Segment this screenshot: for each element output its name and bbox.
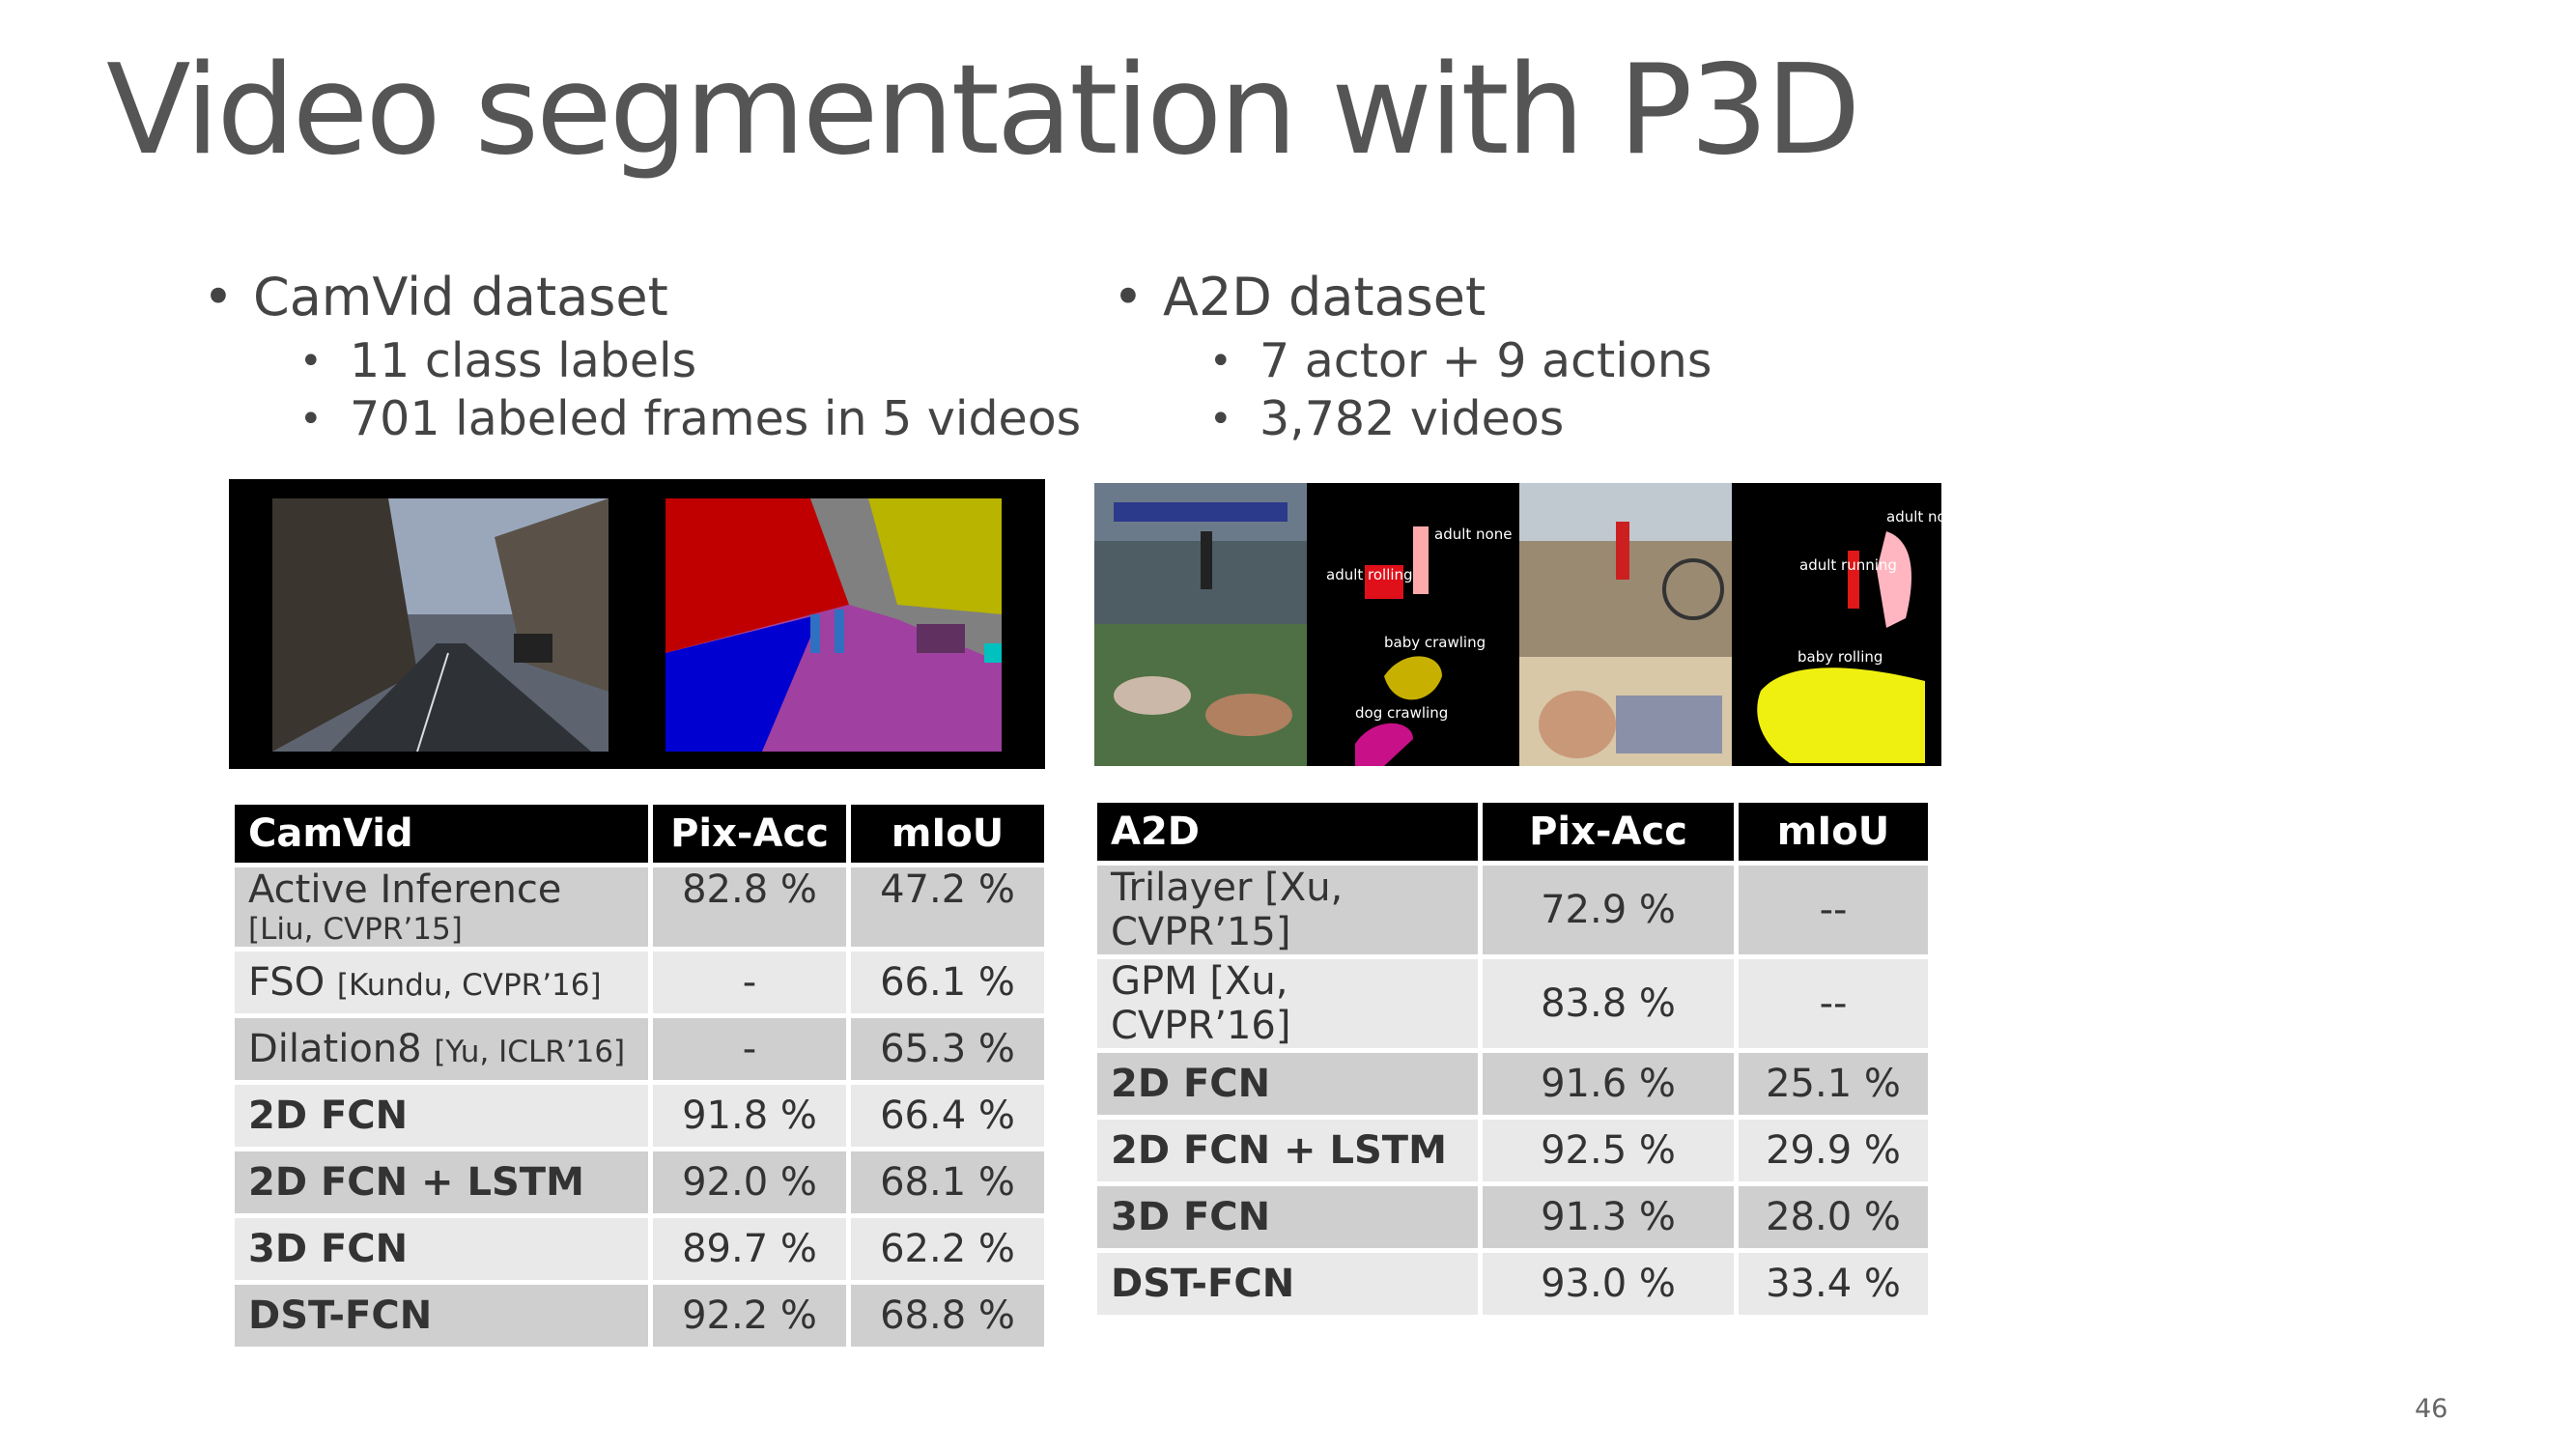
table-row: GPM [Xu, CVPR’16] 83.8 % -- bbox=[1097, 959, 1928, 1048]
pix-acc-cell: 91.6 % bbox=[1483, 1053, 1734, 1115]
a2d-bullet: 3,782 videos bbox=[1113, 390, 1712, 448]
table-row: Dilation8 [Yu, ICLR’16] - 65.3 % bbox=[235, 1018, 1044, 1080]
segmentation-map bbox=[665, 498, 1002, 752]
a2d-heading: A2D dataset bbox=[1113, 263, 1712, 332]
pix-acc-cell: - bbox=[653, 1018, 846, 1080]
pix-acc-cell: 93.0 % bbox=[1483, 1253, 1734, 1315]
table-row: Trilayer [Xu, CVPR’15] 72.9 % -- bbox=[1097, 866, 1928, 954]
camvid-results-table: CamVid Pix-Acc mIoU Active Inference [Li… bbox=[230, 800, 1049, 1351]
slide-title: Video segmentation with P3D bbox=[106, 39, 1860, 183]
method-name: Dilation8 bbox=[248, 1027, 422, 1071]
table-row: 2D FCN + LSTM 92.0 % 68.1 % bbox=[235, 1151, 1044, 1213]
miou-cell: -- bbox=[1739, 866, 1928, 954]
a2d-results-table: A2D Pix-Acc mIoU Trilayer [Xu, CVPR’15] … bbox=[1092, 798, 1933, 1320]
miou-cell: 25.1 % bbox=[1739, 1053, 1928, 1115]
method-cell: Dilation8 [Yu, ICLR’16] bbox=[235, 1018, 648, 1080]
method-name: 2D FCN bbox=[235, 1085, 648, 1147]
method-cell: Active Inference [Liu, CVPR’15] bbox=[235, 867, 648, 947]
table-header: A2D bbox=[1097, 803, 1478, 861]
miou-cell: 68.8 % bbox=[851, 1285, 1044, 1347]
pix-acc-cell: 92.2 % bbox=[653, 1285, 846, 1347]
pix-acc-cell: 82.8 % bbox=[653, 867, 846, 947]
table-row: 3D FCN 91.3 % 28.0 % bbox=[1097, 1186, 1928, 1248]
camvid-bullet: 701 labeled frames in 5 videos bbox=[203, 390, 1081, 448]
mask-label: adult none bbox=[1434, 526, 1512, 543]
mask-label: baby rolling bbox=[1798, 648, 1882, 666]
method-name: FSO bbox=[248, 960, 326, 1005]
miou-cell: 66.1 % bbox=[851, 952, 1044, 1013]
method-name: GPM [Xu, CVPR’16] bbox=[1097, 959, 1478, 1048]
mask-panel-1: adult none adult rolling baby crawling d… bbox=[1307, 483, 1519, 766]
miou-cell: 29.9 % bbox=[1739, 1120, 1928, 1181]
pix-acc-cell: 72.9 % bbox=[1483, 866, 1734, 954]
miou-cell: 65.3 % bbox=[851, 1018, 1044, 1080]
table-row: DST-FCN 92.2 % 68.8 % bbox=[235, 1285, 1044, 1347]
mask-label: adult none bbox=[1886, 508, 1941, 526]
mask-panel-2: adult none adult running baby rolling bbox=[1732, 483, 1941, 766]
miou-cell: 66.4 % bbox=[851, 1085, 1044, 1147]
method-citation: [Liu, CVPR’15] bbox=[248, 912, 463, 947]
page-number: 46 bbox=[2415, 1394, 2449, 1424]
camvid-heading: CamVid dataset bbox=[203, 263, 1081, 332]
miou-cell: 62.2 % bbox=[851, 1218, 1044, 1280]
miou-cell: 28.0 % bbox=[1739, 1186, 1928, 1248]
table-row: 2D FCN + LSTM 92.5 % 29.9 % bbox=[1097, 1120, 1928, 1181]
method-name: Trilayer [Xu, CVPR’15] bbox=[1097, 866, 1478, 954]
table-header: Pix-Acc bbox=[653, 805, 846, 863]
method-name: 2D FCN + LSTM bbox=[235, 1151, 648, 1213]
miou-cell: -- bbox=[1739, 959, 1928, 1048]
method-name: DST-FCN bbox=[1097, 1253, 1478, 1315]
gym-photo bbox=[1094, 483, 1307, 624]
miou-cell: 33.4 % bbox=[1739, 1253, 1928, 1315]
pix-acc-cell: 83.8 % bbox=[1483, 959, 1734, 1048]
table-header: mIoU bbox=[1739, 803, 1928, 861]
runner-photo bbox=[1519, 483, 1732, 657]
street-photo bbox=[272, 498, 609, 753]
a2d-bullets: A2D dataset 7 actor + 9 actions 3,782 vi… bbox=[1113, 263, 1712, 448]
table-row: Active Inference [Liu, CVPR’15] 82.8 % 4… bbox=[235, 867, 1044, 947]
method-name: Active Inference bbox=[248, 867, 562, 912]
camvid-bullets: CamVid dataset 11 class labels 701 label… bbox=[203, 263, 1081, 448]
camvid-example-image bbox=[229, 479, 1045, 769]
table-header: CamVid bbox=[235, 805, 648, 863]
method-name: 2D FCN bbox=[1097, 1053, 1478, 1115]
table-row: 2D FCN 91.8 % 66.4 % bbox=[235, 1085, 1044, 1147]
table-row: 3D FCN 89.7 % 62.2 % bbox=[235, 1218, 1044, 1280]
method-citation: [Yu, ICLR’16] bbox=[434, 1035, 626, 1069]
a2d-bullet: 7 actor + 9 actions bbox=[1113, 332, 1712, 390]
baby-grass-photo bbox=[1094, 624, 1307, 766]
mask-label: dog crawling bbox=[1355, 704, 1448, 722]
pix-acc-cell: - bbox=[653, 952, 846, 1013]
table-row: FSO [Kundu, CVPR’16] - 66.1 % bbox=[235, 952, 1044, 1013]
miou-cell: 47.2 % bbox=[851, 867, 1044, 947]
method-citation: [Kundu, CVPR’16] bbox=[336, 968, 602, 1003]
method-name: 3D FCN bbox=[235, 1218, 648, 1280]
table-header: Pix-Acc bbox=[1483, 803, 1734, 861]
baby-photo bbox=[1519, 657, 1732, 766]
pix-acc-cell: 92.0 % bbox=[653, 1151, 846, 1213]
pix-acc-cell: 91.8 % bbox=[653, 1085, 846, 1147]
table-header: mIoU bbox=[851, 805, 1044, 863]
table-row: DST-FCN 93.0 % 33.4 % bbox=[1097, 1253, 1928, 1315]
a2d-example-image: adult none adult rolling baby crawling d… bbox=[1094, 483, 1941, 766]
method-name: DST-FCN bbox=[235, 1285, 648, 1347]
camvid-bullet: 11 class labels bbox=[203, 332, 1081, 390]
method-name: 3D FCN bbox=[1097, 1186, 1478, 1248]
mask-label: adult rolling bbox=[1326, 566, 1413, 583]
mask-label: adult running bbox=[1799, 556, 1897, 574]
method-cell: FSO [Kundu, CVPR’16] bbox=[235, 952, 648, 1013]
miou-cell: 68.1 % bbox=[851, 1151, 1044, 1213]
mask-label: baby crawling bbox=[1384, 634, 1486, 651]
pix-acc-cell: 92.5 % bbox=[1483, 1120, 1734, 1181]
pix-acc-cell: 89.7 % bbox=[653, 1218, 846, 1280]
method-name: 2D FCN + LSTM bbox=[1097, 1120, 1478, 1181]
table-row: 2D FCN 91.6 % 25.1 % bbox=[1097, 1053, 1928, 1115]
pix-acc-cell: 91.3 % bbox=[1483, 1186, 1734, 1248]
